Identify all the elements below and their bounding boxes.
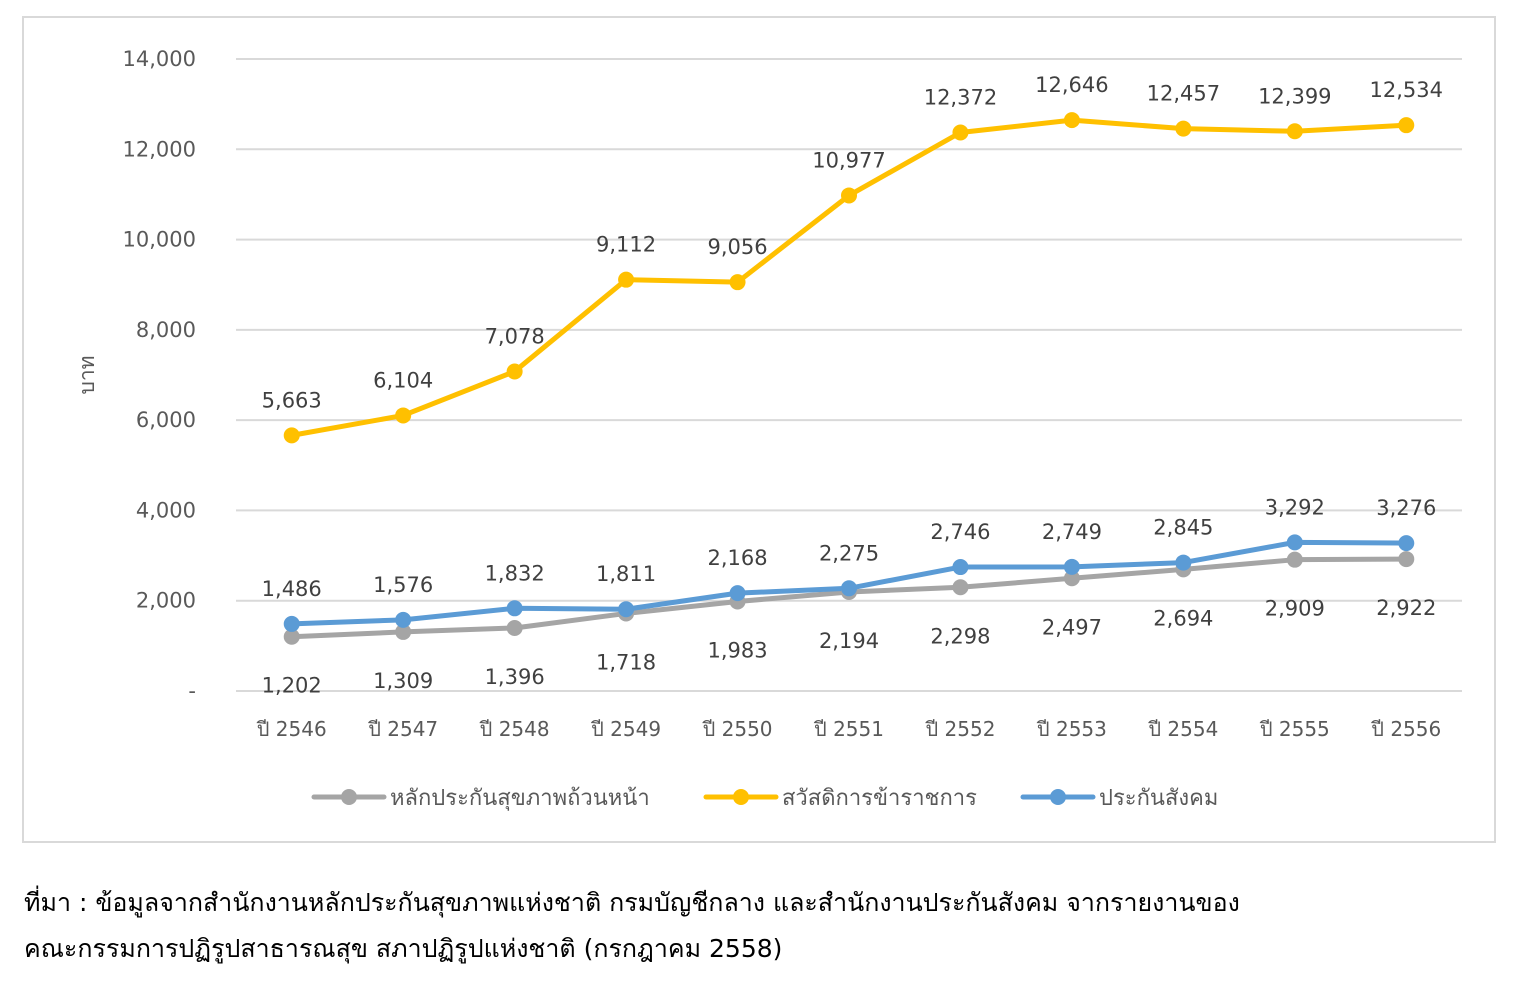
- line-chart: - 2,000 4,000 6,000 8,000 10,000 12,000 14,000 บ…: [75, 47, 1462, 811]
- legend-label: สวัสดิการข้าราชการ: [782, 786, 977, 811]
- data-label: 2,194: [819, 629, 879, 653]
- x-tick-label: ปี 2555: [1260, 717, 1330, 741]
- data-point: [1063, 558, 1080, 575]
- y-tick-label: 8,000: [136, 318, 196, 342]
- data-point: [283, 628, 300, 645]
- data-label: 1,718: [596, 650, 656, 674]
- data-point: [506, 600, 523, 617]
- data-point: [283, 427, 300, 444]
- data-label: 5,663: [262, 388, 322, 412]
- data-label: 1,309: [373, 669, 433, 693]
- legend-label: หลักประกันสุขภาพถ้วนหน้า: [390, 786, 650, 811]
- data-point: [618, 271, 635, 288]
- data-point: [506, 619, 523, 636]
- data-point: [1398, 117, 1415, 134]
- data-label: 12,646: [1035, 73, 1108, 97]
- data-point: [952, 559, 969, 576]
- data-label: 3,276: [1376, 496, 1436, 520]
- legend-label: ประกันสังคม: [1099, 786, 1218, 811]
- source-note: ที่มา : ข้อมูลจากสำนักงานหลักประกันสุขภา…: [24, 880, 1484, 972]
- data-point: [952, 124, 969, 141]
- data-label: 12,399: [1258, 84, 1331, 108]
- data-label: 1,983: [707, 638, 767, 662]
- y-tick-label: 10,000: [123, 228, 196, 252]
- x-tick-label: ปี 2548: [479, 717, 549, 741]
- data-point: [1286, 534, 1303, 551]
- data-label: 2,922: [1376, 596, 1436, 620]
- data-point: [395, 407, 412, 424]
- data-point: [1063, 112, 1080, 129]
- data-label: 1,202: [262, 674, 322, 698]
- data-point: [1398, 551, 1415, 568]
- data-point: [1398, 535, 1415, 552]
- data-label: 9,056: [707, 235, 767, 259]
- x-tick-label: ปี 2547: [368, 717, 438, 741]
- data-label: 12,372: [924, 85, 997, 109]
- data-point: [1175, 120, 1192, 137]
- data-label: 2,168: [707, 546, 767, 570]
- legend-marker: [733, 789, 749, 805]
- y-tick-label: 12,000: [123, 137, 196, 161]
- x-tick-label: ปี 2551: [814, 717, 884, 741]
- data-label: 9,112: [596, 233, 656, 257]
- x-tick-label: ปี 2549: [591, 717, 661, 741]
- data-point: [952, 579, 969, 596]
- x-tick-label: ปี 2553: [1037, 717, 1107, 741]
- data-point: [1175, 554, 1192, 571]
- data-label: 1,576: [373, 573, 433, 597]
- data-point: [395, 623, 412, 640]
- x-tick-label: ปี 2550: [702, 717, 772, 741]
- data-point: [618, 601, 635, 618]
- chart-frame: - 2,000 4,000 6,000 8,000 10,000 12,000 14,000 บ…: [22, 16, 1496, 843]
- y-tick-label: 2,000: [136, 589, 196, 613]
- data-label: 6,104: [373, 368, 433, 392]
- data-label: 12,534: [1370, 78, 1443, 102]
- data-point: [729, 585, 746, 602]
- data-label: 2,497: [1042, 615, 1102, 639]
- data-point: [1063, 570, 1080, 587]
- source-line-1: ที่มา : ข้อมูลจากสำนักงานหลักประกันสุขภา…: [24, 888, 1240, 917]
- legend-marker: [341, 789, 357, 805]
- data-label: 2,746: [930, 520, 990, 544]
- data-point: [283, 615, 300, 632]
- y-tick-label: 6,000: [136, 408, 196, 432]
- y-tick-label: -: [188, 679, 196, 703]
- data-label: 2,845: [1153, 516, 1213, 540]
- source-line-2: คณะกรรมการปฏิรูปสาธารณสุข สภาปฏิรูปแห่งช…: [24, 934, 783, 963]
- data-label: 1,832: [485, 561, 545, 585]
- data-point: [729, 274, 746, 291]
- data-point: [1286, 551, 1303, 568]
- y-tick-label: 4,000: [136, 498, 196, 522]
- data-label: 2,749: [1042, 520, 1102, 544]
- data-label: 2,909: [1265, 597, 1325, 621]
- y-axis-title: บาท: [75, 356, 99, 395]
- x-tick-label: ปี 2552: [925, 717, 995, 741]
- data-label: 7,078: [485, 324, 545, 348]
- data-label: 10,977: [812, 148, 885, 172]
- x-tick-label: ปี 2546: [256, 717, 326, 741]
- y-tick-label: 14,000: [123, 47, 196, 71]
- data-label: 1,486: [262, 577, 322, 601]
- data-point: [1286, 123, 1303, 140]
- data-label: 3,292: [1265, 495, 1325, 519]
- data-label: 2,275: [819, 541, 879, 565]
- data-label: 12,457: [1147, 82, 1220, 106]
- data-point: [841, 187, 857, 204]
- data-point: [395, 611, 412, 628]
- data-label: 2,298: [930, 624, 990, 648]
- data-point: [506, 363, 523, 380]
- data-label: 2,694: [1153, 606, 1213, 630]
- legend-marker: [1050, 789, 1066, 805]
- data-label: 1,811: [596, 562, 656, 586]
- data-label: 1,396: [485, 665, 545, 689]
- data-point: [841, 580, 857, 597]
- x-tick-label: ปี 2556: [1371, 717, 1441, 741]
- x-tick-label: ปี 2554: [1148, 717, 1218, 741]
